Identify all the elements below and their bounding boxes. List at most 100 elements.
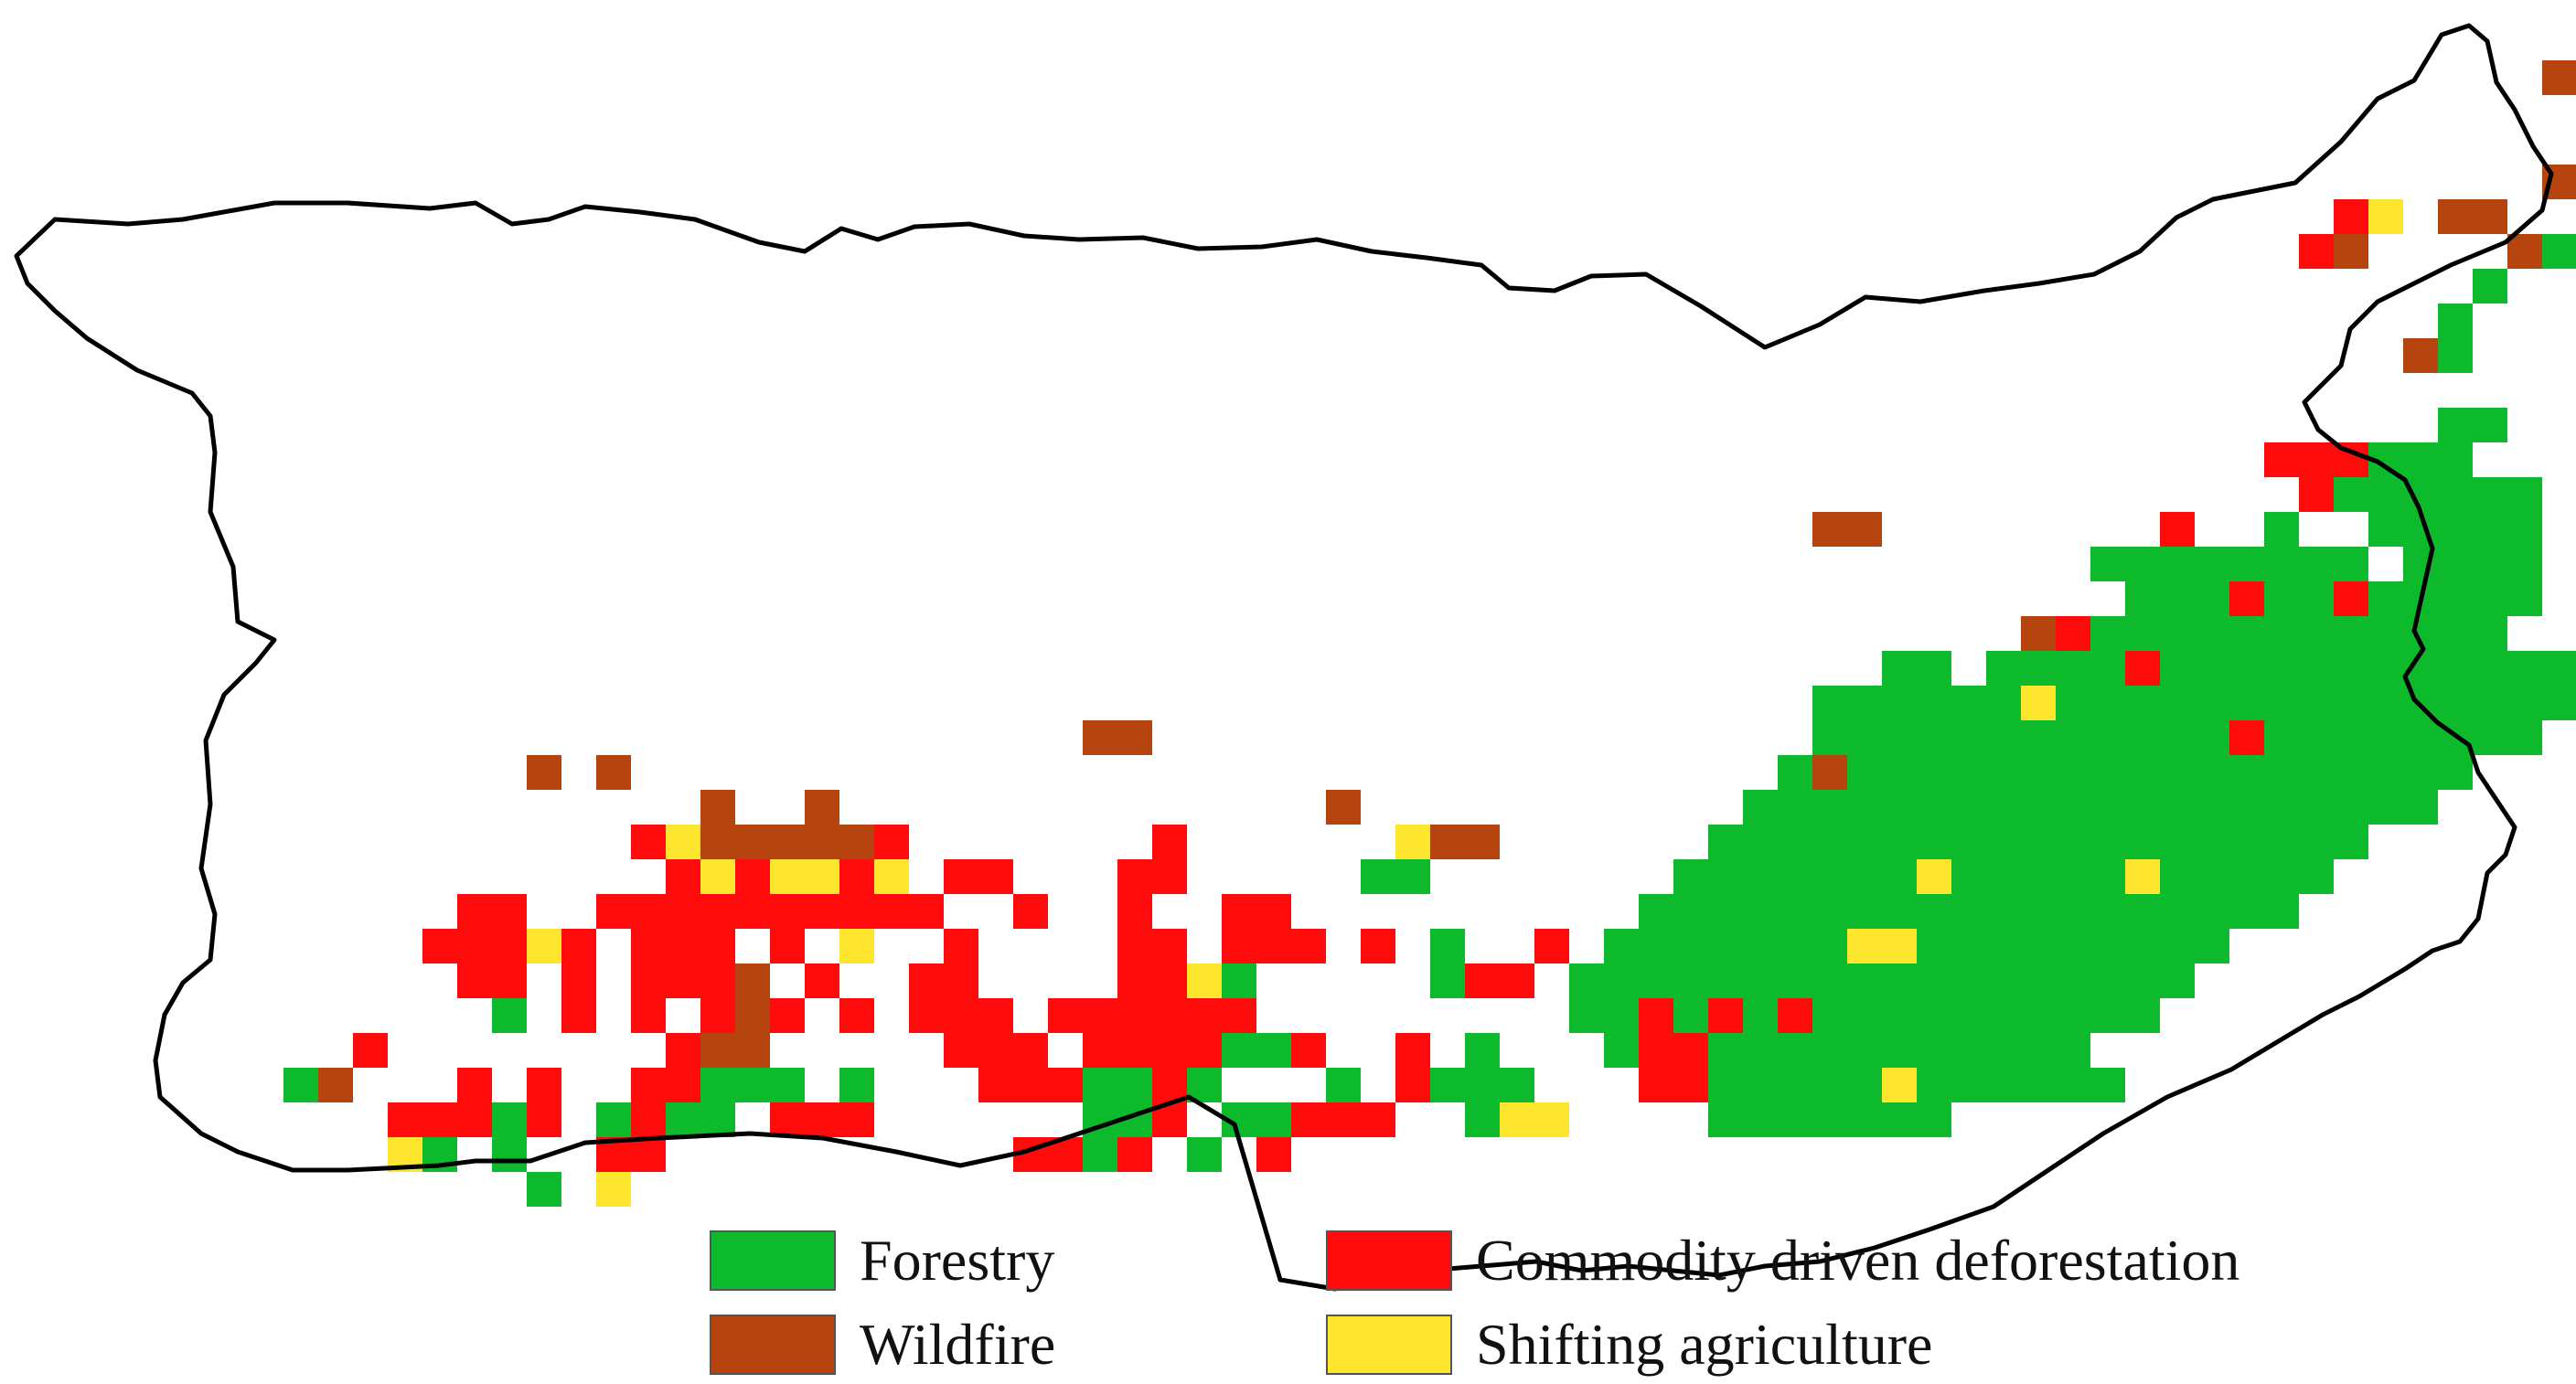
disturbance-cell <box>700 998 735 1033</box>
disturbance-cell <box>666 825 700 859</box>
disturbance-cell <box>596 755 631 790</box>
legend-label-commodity: Commodity driven deforestation <box>1476 1228 2240 1293</box>
disturbance-cell <box>2160 512 2195 547</box>
disturbance-cell <box>874 859 909 894</box>
disturbance-cell <box>1083 720 1152 755</box>
disturbance-cell <box>909 998 1013 1033</box>
disturbance-cell <box>2542 60 2576 95</box>
disturbance-cell <box>1569 963 2195 998</box>
disturbance-cell <box>805 963 839 998</box>
disturbance-cell <box>1639 894 2299 929</box>
disturbance-cell <box>631 963 735 998</box>
disturbance-cell <box>1187 1137 1222 1172</box>
disturbance-cell <box>492 998 527 1033</box>
disturbance-cell <box>1187 1068 1222 1102</box>
disturbance-cell <box>527 929 561 963</box>
disturbance-cell <box>2368 512 2542 547</box>
legend-label-shifting: Shifting agriculture <box>1476 1312 1933 1377</box>
disturbance-cell <box>700 1033 735 1068</box>
disturbance-cell <box>700 859 735 894</box>
disturbance-cell <box>2299 234 2334 269</box>
disturbance-cell <box>1430 1068 1534 1102</box>
disturbance-cell <box>1361 859 1430 894</box>
disturbance-cell <box>944 929 978 963</box>
disturbance-cell <box>1465 1033 1500 1068</box>
disturbance-cell <box>1882 651 1951 686</box>
disturbance-cell <box>457 963 527 998</box>
disturbance-cell <box>631 929 735 963</box>
disturbance-cell <box>631 1102 666 1137</box>
disturbance-cell <box>1152 825 1187 859</box>
disturbance-cell <box>2334 581 2368 616</box>
disturbance-cell <box>2438 338 2473 373</box>
disturbance-cell <box>2229 720 2264 755</box>
disturbance-cell <box>1291 1102 1395 1137</box>
disturbance-cell <box>1117 929 1187 963</box>
legend-item-wildfire: Wildfire <box>710 1311 1055 1379</box>
disturbance-cell <box>353 1033 388 1068</box>
disturbance-cell <box>631 825 666 859</box>
disturbance-cell <box>2507 234 2542 269</box>
disturbance-cell <box>839 998 874 1033</box>
disturbance-cell <box>2368 199 2403 234</box>
disturbance-cell <box>874 825 909 859</box>
disturbance-cell <box>1430 929 1465 963</box>
disturbance-cell <box>2021 616 2507 651</box>
disturbance-cell <box>1395 825 1430 859</box>
disturbance-cell <box>457 1068 492 1102</box>
disturbance-cell <box>1395 1033 1430 1102</box>
legend-swatch-wildfire <box>710 1315 836 1375</box>
disturbance-cell <box>1361 929 1395 963</box>
legend-swatch-forestry <box>710 1230 836 1291</box>
disturbance-cell <box>2368 442 2473 477</box>
disturbance-cell <box>1465 963 1534 998</box>
disturbance-cell <box>1708 998 1743 1033</box>
disturbance-cell <box>492 1102 527 1137</box>
legend-label-forestry: Forestry <box>860 1228 1055 1293</box>
disturbance-cell <box>2125 651 2160 686</box>
disturbance-cell <box>1222 929 1326 963</box>
disturbance-cell <box>1500 1102 1569 1137</box>
disturbance-cell <box>388 1102 492 1137</box>
disturbance-cell <box>1778 998 1812 1033</box>
disturbance-cell <box>839 894 944 929</box>
disturbance-cell <box>1917 859 1951 894</box>
disturbance-cells <box>283 60 2576 1207</box>
disturbance-cell <box>422 929 527 963</box>
disturbance-cell <box>561 929 596 963</box>
disturbance-cell <box>735 963 770 998</box>
disturbance-cell <box>2090 547 2368 581</box>
disturbance-cell <box>2229 581 2264 616</box>
legend-item-forestry: Forestry <box>710 1227 1054 1294</box>
disturbance-cell <box>666 1102 735 1137</box>
disturbance-cell <box>1812 686 2576 720</box>
disturbance-cell <box>805 790 839 825</box>
disturbance-cell <box>770 1102 874 1137</box>
disturbance-cell <box>457 894 527 929</box>
legend-label-wildfire: Wildfire <box>860 1312 1056 1377</box>
disturbance-cell <box>527 1068 561 1102</box>
legend-swatch-shifting <box>1326 1315 1452 1375</box>
legend-item-shifting: Shifting agriculture <box>1326 1311 1932 1379</box>
disturbance-cell <box>318 1068 353 1102</box>
disturbance-cell <box>527 755 561 790</box>
disturbance-cell <box>1465 1102 1500 1137</box>
disturbance-cell <box>1083 1068 1152 1137</box>
disturbance-cell <box>666 1068 700 1102</box>
disturbance-cell <box>666 1033 700 1068</box>
disturbance-cell <box>2021 686 2056 720</box>
disturbance-cell <box>1291 1033 1326 1068</box>
disturbance-cell <box>561 963 596 998</box>
disturbance-cell <box>492 1137 527 1172</box>
disturbance-cell <box>2264 512 2299 547</box>
disturbance-cell <box>770 998 805 1033</box>
disturbance-cell <box>839 929 874 963</box>
disturbance-cell <box>978 1068 1083 1102</box>
disturbance-cell <box>1847 929 1917 963</box>
legend-swatch-commodity <box>1326 1230 1452 1291</box>
disturbance-cell <box>1743 790 2438 825</box>
disturbance-cell <box>909 963 978 998</box>
disturbance-cell <box>2264 442 2368 477</box>
